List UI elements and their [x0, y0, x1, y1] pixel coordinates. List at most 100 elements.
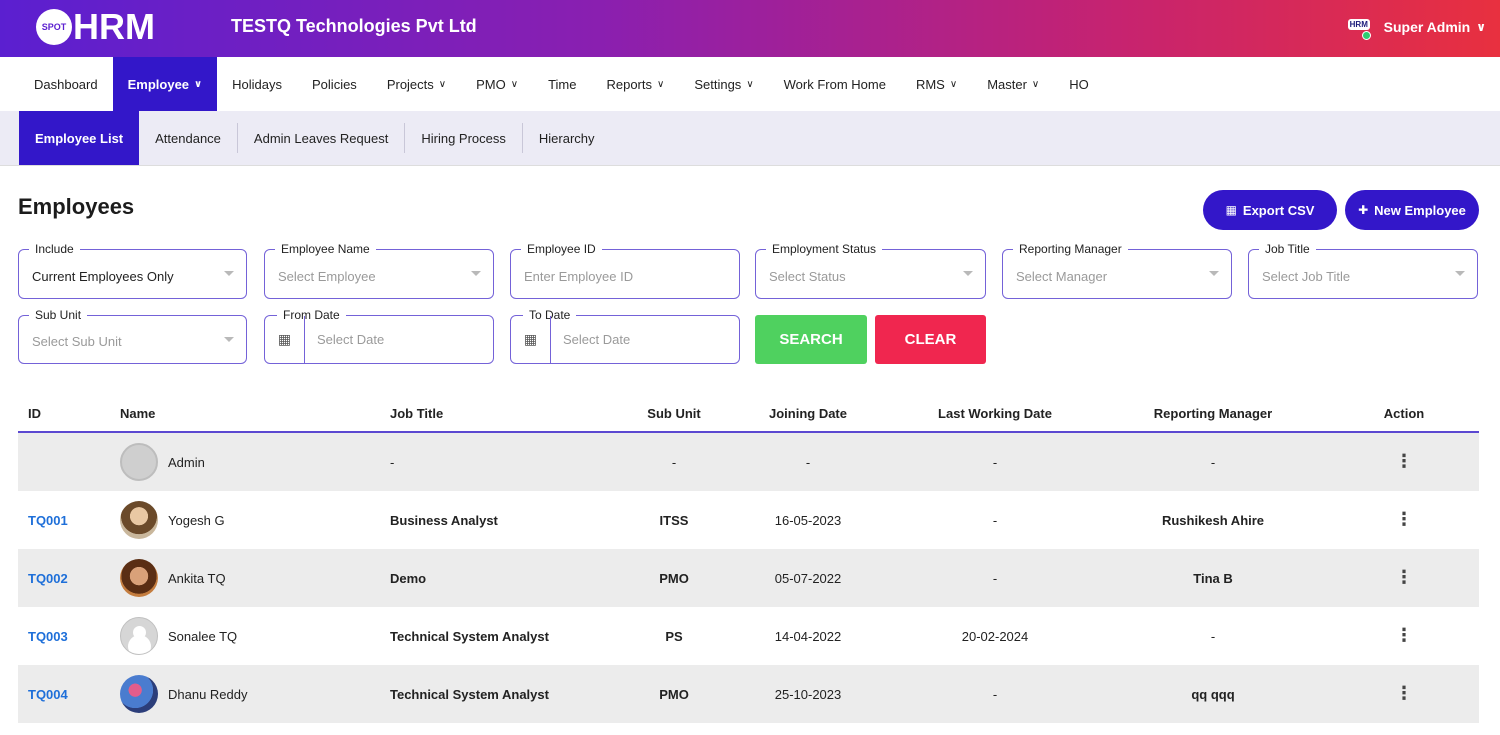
- employee-name-placeholder: Select Employee: [278, 269, 376, 284]
- to-date-picker[interactable]: To Date ▦ Select Date: [510, 308, 740, 364]
- logo-badge: SPOT: [36, 9, 72, 45]
- cell-joining-date: 05-07-2022: [774, 570, 842, 586]
- cell-job-title: Demo: [390, 570, 427, 586]
- more-options-icon[interactable]: ⋮: [1395, 508, 1413, 529]
- cell-last-working-date: -: [992, 570, 998, 586]
- nav-item-pmo[interactable]: PMO ∨: [461, 57, 533, 111]
- tab-admin-leaves-request[interactable]: Admin Leaves Request: [238, 123, 406, 153]
- nav-item-dashboard[interactable]: Dashboard: [19, 57, 113, 111]
- nav-item-settings[interactable]: Settings ∨: [679, 57, 768, 111]
- table-row[interactable]: Admin - - - - - ⋮: [18, 433, 1479, 491]
- cell-joining-date: -: [805, 454, 811, 470]
- chevron-down-icon: ∨: [1031, 78, 1040, 90]
- main-content: Employees ▦ Export CSV ✚ New Employee In…: [0, 166, 1500, 735]
- employee-name: Dhanu Reddy: [168, 686, 248, 702]
- cell-id: TQ004: [18, 687, 110, 702]
- cell-id: TQ003: [18, 629, 110, 644]
- chevron-down-icon: ∨: [194, 78, 203, 90]
- cell-joining-date: 16-05-2023: [774, 512, 842, 528]
- online-status-icon: [1361, 31, 1371, 40]
- nav-item-rms[interactable]: RMS ∨: [901, 57, 972, 111]
- employee-name-select[interactable]: Employee Name Select Employee: [264, 242, 494, 299]
- nav-item-time[interactable]: Time: [533, 57, 591, 111]
- search-button[interactable]: SEARCH: [755, 315, 867, 364]
- tab-employee-list[interactable]: Employee List: [19, 111, 140, 165]
- header-last-working-date[interactable]: Last Working Date: [938, 405, 1052, 421]
- table-row[interactable]: TQ003 Sonalee TQ Technical System Analys…: [18, 607, 1479, 665]
- dropdown-arrow-icon: [471, 271, 481, 276]
- employee-id-placeholder: Enter Employee ID: [524, 269, 634, 284]
- nav-item-holidays[interactable]: Holidays: [217, 57, 297, 111]
- header-joining-date[interactable]: Joining Date: [768, 405, 847, 421]
- employment-status-select[interactable]: Employment Status Select Status: [755, 242, 986, 299]
- employee-id-link[interactable]: TQ003: [28, 628, 68, 644]
- table-row[interactable]: TQ004 Dhanu Reddy Technical System Analy…: [18, 665, 1479, 723]
- new-employee-button[interactable]: ✚ New Employee: [1345, 190, 1479, 230]
- export-csv-button[interactable]: ▦ Export CSV: [1203, 190, 1337, 230]
- nav-item-reports[interactable]: Reports ∨: [591, 57, 679, 111]
- chevron-down-icon: ∨: [510, 78, 519, 90]
- from-date-picker[interactable]: From Date ▦ Select Date: [264, 308, 494, 364]
- calendar-icon[interactable]: ▦: [511, 316, 551, 363]
- cell-job-title: Technical System Analyst: [390, 628, 549, 644]
- tab-hiring-process[interactable]: Hiring Process: [405, 123, 523, 153]
- reporting-manager-select[interactable]: Reporting Manager Select Manager: [1002, 242, 1232, 299]
- include-value: Current Employees Only: [32, 269, 174, 284]
- include-select[interactable]: Include Current Employees Only: [18, 242, 247, 299]
- more-options-icon[interactable]: ⋮: [1395, 450, 1413, 471]
- cell-job-title: -: [390, 454, 395, 470]
- dropdown-arrow-icon: [1209, 271, 1219, 276]
- job-title-select[interactable]: Job Title Select Job Title: [1248, 242, 1478, 299]
- dropdown-arrow-icon: [224, 271, 234, 276]
- table-row[interactable]: TQ002 Ankita TQ Demo PMO 05-07-2022 - Ti…: [18, 549, 1479, 607]
- chevron-down-icon: ∨: [1476, 20, 1486, 34]
- nav-item-employee[interactable]: Employee ∨: [112, 57, 218, 111]
- sub-unit-label: Sub Unit: [29, 308, 88, 322]
- header-job-title[interactable]: Job Title: [390, 405, 444, 421]
- nav-item-policies[interactable]: Policies: [297, 57, 372, 111]
- tab-attendance[interactable]: Attendance: [139, 123, 238, 153]
- cell-name: Ankita TQ: [110, 559, 380, 597]
- calendar-icon[interactable]: ▦: [265, 316, 305, 363]
- header-id[interactable]: ID: [28, 405, 41, 421]
- nav-item-master[interactable]: Master ∨: [972, 57, 1054, 111]
- app-logo[interactable]: SPOT HRM: [36, 9, 155, 45]
- employee-id-link[interactable]: TQ004: [28, 686, 68, 702]
- top-bar: SPOT HRM TESTQ Technologies Pvt Ltd HRM …: [0, 0, 1500, 57]
- dropdown-arrow-icon: [963, 271, 973, 276]
- employee-id-label: Employee ID: [521, 242, 602, 256]
- table-row[interactable]: TQ001 Yogesh G Business Analyst ITSS 16-…: [18, 491, 1479, 549]
- nav-label: RMS: [915, 76, 945, 92]
- dropdown-arrow-icon: [1455, 271, 1465, 276]
- employee-id-link[interactable]: TQ001: [28, 512, 68, 528]
- employee-id-link[interactable]: TQ002: [28, 570, 68, 586]
- cell-reporting-manager: Rushikesh Ahire: [1161, 512, 1265, 528]
- include-label: Include: [29, 242, 80, 256]
- cell-sub-unit: PS: [665, 628, 683, 644]
- cell-name: Sonalee TQ: [110, 617, 380, 655]
- cell-action: ⋮: [1329, 450, 1479, 471]
- nav-label: PMO: [476, 76, 506, 92]
- tab-hierarchy[interactable]: Hierarchy: [538, 130, 595, 146]
- more-options-icon[interactable]: ⋮: [1395, 624, 1413, 645]
- cell-last-working-date: -: [992, 454, 998, 470]
- clear-button[interactable]: CLEAR: [875, 315, 986, 364]
- more-options-icon[interactable]: ⋮: [1395, 566, 1413, 587]
- new-employee-label: New Employee: [1374, 202, 1466, 218]
- user-menu[interactable]: HRM Super Admin ∨: [1347, 16, 1486, 40]
- nav-item-work-from-home[interactable]: Work From Home: [769, 57, 901, 111]
- header-sub-unit[interactable]: Sub Unit: [647, 405, 701, 421]
- cell-action: ⋮: [1329, 508, 1479, 529]
- to-date-placeholder: Select Date: [563, 332, 631, 347]
- sub-unit-select[interactable]: Sub Unit Select Sub Unit: [18, 308, 247, 364]
- header-name[interactable]: Name: [120, 405, 156, 421]
- employee-id-input[interactable]: Employee ID Enter Employee ID: [510, 242, 740, 299]
- more-options-icon[interactable]: ⋮: [1395, 682, 1413, 703]
- nav-item-ho[interactable]: HO: [1054, 57, 1104, 111]
- cell-joining-date: 25-10-2023: [774, 686, 842, 702]
- header-reporting-manager[interactable]: Reporting Manager: [1153, 405, 1273, 421]
- cell-reporting-manager: -: [1210, 454, 1216, 470]
- page-title: Employees: [18, 194, 135, 219]
- nav-item-projects[interactable]: Projects ∨: [372, 57, 461, 111]
- cell-job-title: Technical System Analyst: [390, 686, 549, 702]
